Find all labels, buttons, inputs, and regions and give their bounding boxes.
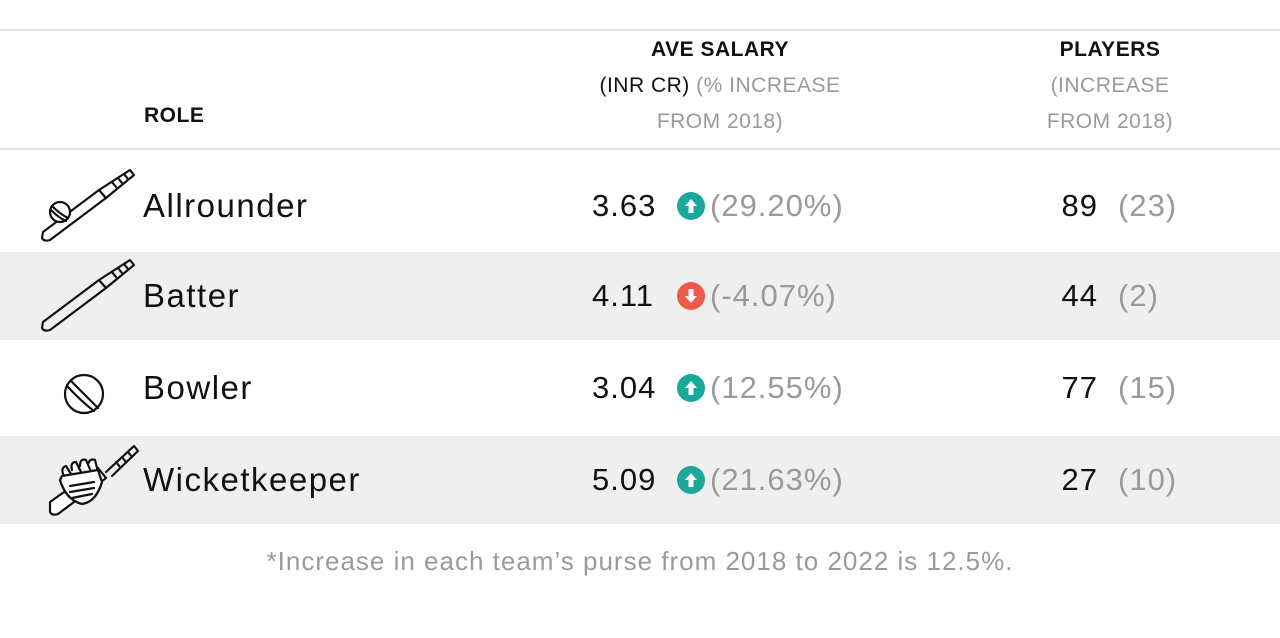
role-name: Allrounder — [143, 187, 309, 224]
players-count: 27 — [1061, 462, 1098, 497]
header-players-title: PLAYERS — [1059, 38, 1161, 61]
players-increase: (23) — [1118, 188, 1178, 223]
arrow-up-icon — [677, 192, 705, 220]
header-salary: AVE SALARY (INR CR) (% INCREASE FROM 201… — [560, 32, 880, 140]
salary-change: (-4.07%) — [710, 278, 837, 313]
bat-and-ball-icon — [40, 168, 136, 242]
players-increase: (15) — [1118, 370, 1178, 405]
keeper-gloves-icon — [48, 444, 140, 516]
role-name: Bowler — [143, 369, 253, 406]
players-count: 89 — [1061, 188, 1098, 223]
avg-salary: 5.09 — [592, 462, 657, 497]
header-players: PLAYERS (INCREASE FROM 2018) — [1000, 32, 1220, 140]
arrow-down-icon — [677, 282, 705, 310]
table-row: Allrounder 3.63 (29.20%) 89 (23) — [0, 162, 1280, 250]
header-role: ROLE — [144, 104, 205, 127]
avg-salary: 3.04 — [592, 370, 657, 405]
avg-salary: 3.63 — [592, 188, 657, 223]
header-salary-title: AVE SALARY — [650, 38, 789, 61]
players-increase: (2) — [1118, 278, 1159, 313]
players-increase: (10) — [1118, 462, 1178, 497]
players-count: 44 — [1061, 278, 1098, 313]
header-players-note-1: (INCREASE — [1050, 74, 1170, 97]
role-name: Wicketkeeper — [143, 461, 361, 498]
header-salary-note-2: FROM 2018) — [656, 110, 784, 133]
table-row: Batter 4.11 (-4.07%) 44 (2) — [0, 252, 1280, 340]
role-name: Batter — [143, 277, 241, 314]
arrow-up-icon — [677, 374, 705, 402]
header-salary-note-1: (% INCREASE — [696, 74, 841, 97]
cricket-bat-icon — [40, 258, 136, 332]
table-row: Bowler 3.04 (12.55%) 77 (15) — [0, 344, 1280, 432]
top-divider — [0, 29, 1280, 31]
table-row: Wicketkeeper 5.09 (21.63%) 27 (10) — [0, 436, 1280, 524]
avg-salary: 4.11 — [592, 278, 655, 313]
salary-change: (21.63%) — [710, 462, 844, 497]
header-players-note-2: FROM 2018) — [1046, 110, 1174, 133]
footnote: *Increase in each team’s purse from 2018… — [266, 546, 1014, 576]
cricket-ball-icon — [63, 373, 105, 415]
arrow-up-icon — [677, 466, 705, 494]
players-count: 77 — [1061, 370, 1098, 405]
header-divider — [0, 148, 1280, 150]
header-salary-unit: (INR CR) — [599, 74, 690, 97]
salary-change: (29.20%) — [710, 188, 844, 223]
salary-change: (12.55%) — [710, 370, 844, 405]
